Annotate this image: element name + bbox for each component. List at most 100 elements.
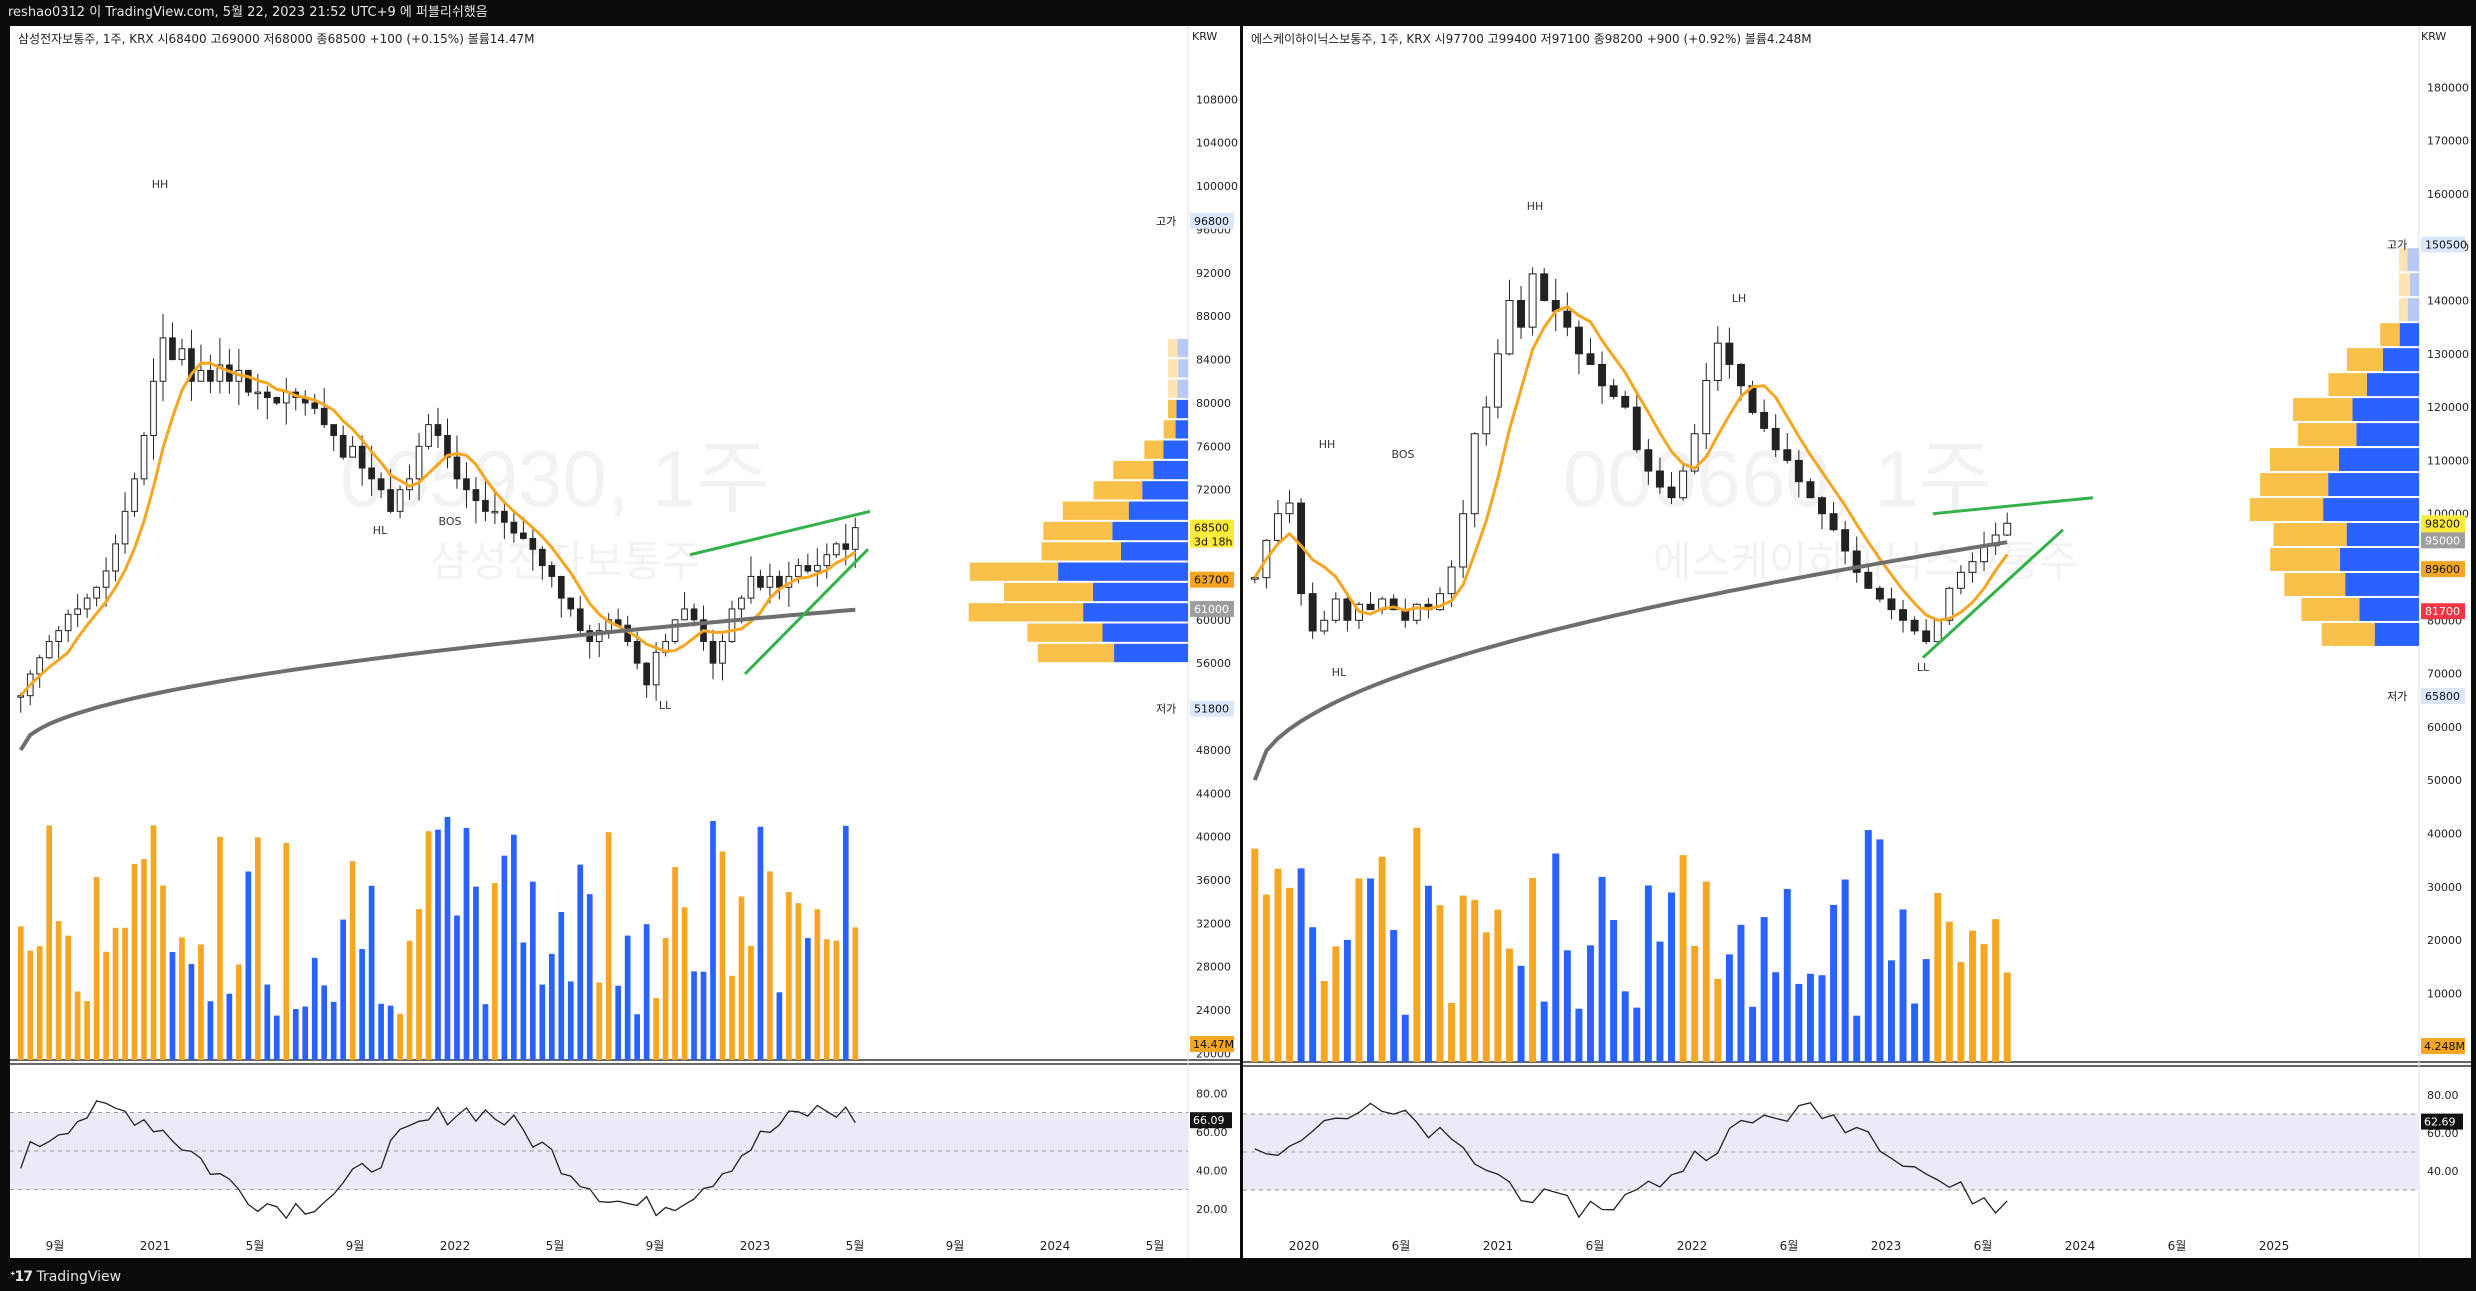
price-label-badge [2421, 561, 2465, 578]
price-tick-label: 60000 [1196, 614, 1231, 627]
time-tick-label: 2024 [2065, 1239, 2096, 1253]
chart-panel-skhynix[interactable]: 000660, 1주 에스케이하이닉스보통주 180000 170000 160000 1… [1243, 26, 2471, 1258]
candle-body [1864, 571, 1873, 589]
candle-body [1285, 502, 1294, 515]
time-tick-label: 9월 [46, 1239, 65, 1253]
volume-bar [150, 825, 157, 1060]
candle-body [425, 424, 432, 447]
volume-bar [1737, 924, 1745, 1062]
chart-canvas-skhynix[interactable]: 000660, 1주에스케이하이닉스보통주1800001700001600001… [1243, 26, 2471, 1258]
time-tick-label: 5월 [246, 1239, 265, 1253]
candle-body [150, 380, 157, 436]
volume-bar [1795, 983, 1803, 1062]
candle-body [1621, 395, 1630, 408]
volume-bar [767, 871, 773, 1060]
price-tick-label: 36000 [1196, 874, 1231, 887]
volume-bar [643, 924, 650, 1060]
symbol-header-samsung: 삼성전자보통주, 1주, KRX 시68400 고69000 저68000 종6… [18, 32, 535, 46]
candle-body [1366, 603, 1375, 611]
volume-bar [65, 935, 72, 1060]
candle-body [643, 662, 650, 686]
candle-body [64, 613, 72, 632]
candle-body [2003, 522, 2012, 536]
candle-body [738, 597, 745, 610]
candle-body [690, 608, 698, 621]
volume-bar [292, 1009, 299, 1060]
volume-bar [103, 951, 109, 1060]
trend-line [743, 548, 870, 676]
candle-body [1702, 379, 1711, 435]
price-tick-label: 120000 [2427, 401, 2469, 414]
candle-body [1320, 619, 1329, 632]
chart-panel-samsung[interactable]: 005930, 1주 삼성전자보통주 108000 104000 100000 96000… [10, 26, 1240, 1258]
candle-body [1644, 449, 1653, 472]
candle-body [709, 640, 717, 664]
volume-profile-bar [1177, 379, 1188, 398]
volume-profile-bar [2301, 597, 2360, 621]
currency-label-skhynix: KRW [2421, 30, 2447, 43]
volume-bar [169, 952, 176, 1060]
volume-bar [84, 1001, 90, 1060]
volume-bar [1494, 909, 1502, 1062]
volume-profile-bar [969, 562, 1059, 581]
volume-profile-bar [1027, 623, 1103, 642]
volume-bar [1772, 972, 1780, 1062]
rsi-value-badge [2421, 1113, 2463, 1130]
volume-value-badge [2421, 1038, 2465, 1054]
candle-body [197, 369, 205, 382]
time-tick-label: 6월 [1974, 1239, 1993, 1253]
footer-bar: ᐩ17 TradingView [0, 1263, 2476, 1291]
volume-bar [1911, 1003, 1919, 1062]
price-label-badge [1190, 700, 1234, 717]
volume-bar [1471, 899, 1479, 1062]
rsi-tick-label: 40.00 [2427, 1165, 2459, 1178]
candle-body [1563, 310, 1572, 328]
candle-body [311, 402, 319, 409]
chart-canvas-samsung[interactable]: 005930, 1주삼성전자보통주10800010400010000096000… [10, 26, 1240, 1258]
volume-profile-bar [2407, 248, 2419, 272]
volume-bar [748, 945, 754, 1060]
candle-body [349, 445, 356, 458]
volume-bar [1448, 1002, 1456, 1062]
trend-line [689, 509, 871, 557]
volume-profile-bar [2359, 597, 2419, 621]
volume-profile-bar [2328, 473, 2419, 497]
volume-profile-bar [2409, 273, 2419, 297]
volume-bar [1297, 868, 1305, 1062]
volume-bar [1482, 932, 1490, 1062]
trend-line [1921, 528, 2065, 659]
volume-bar [1934, 892, 1942, 1062]
candle-body [1517, 300, 1526, 328]
price-label-badge [1190, 212, 1234, 229]
volume-bar [1725, 954, 1733, 1062]
volume-bar [1714, 978, 1722, 1062]
price-label-badge [2421, 603, 2465, 620]
volume-profile-bar [2399, 298, 2408, 322]
volume-bar [852, 927, 859, 1060]
volume-profile-bar [1114, 643, 1188, 663]
candle-body [1725, 342, 1734, 365]
candle-body [330, 424, 338, 436]
price-tick-label: 48000 [1196, 744, 1231, 757]
price-label-badge [1190, 571, 1234, 588]
volume-bar [207, 1001, 214, 1060]
rsi-value-badge [1190, 1112, 1232, 1129]
price-tick-label: 108000 [1196, 93, 1238, 106]
swing-label: HL [1332, 666, 1347, 679]
tradingview-logo-icon[interactable]: ᐩ17 [10, 1269, 33, 1285]
volume-bar [520, 942, 527, 1060]
volume-bar [444, 816, 451, 1060]
volume-profile-bar [2407, 298, 2419, 322]
volume-bar [1783, 888, 1791, 1062]
candle-body [1331, 598, 1340, 621]
candle-body [1933, 619, 1942, 643]
candle-body [1910, 619, 1919, 632]
price-tick-label: 76000 [1196, 440, 1231, 453]
candle-body [719, 640, 726, 664]
currency-label-samsung: KRW [1192, 30, 1218, 43]
volume-bar [1505, 948, 1513, 1062]
candle-body [851, 527, 859, 550]
price-label-badge [2421, 532, 2465, 549]
volume-bar [1621, 991, 1629, 1062]
price-tick-label: 104000 [1196, 137, 1238, 150]
